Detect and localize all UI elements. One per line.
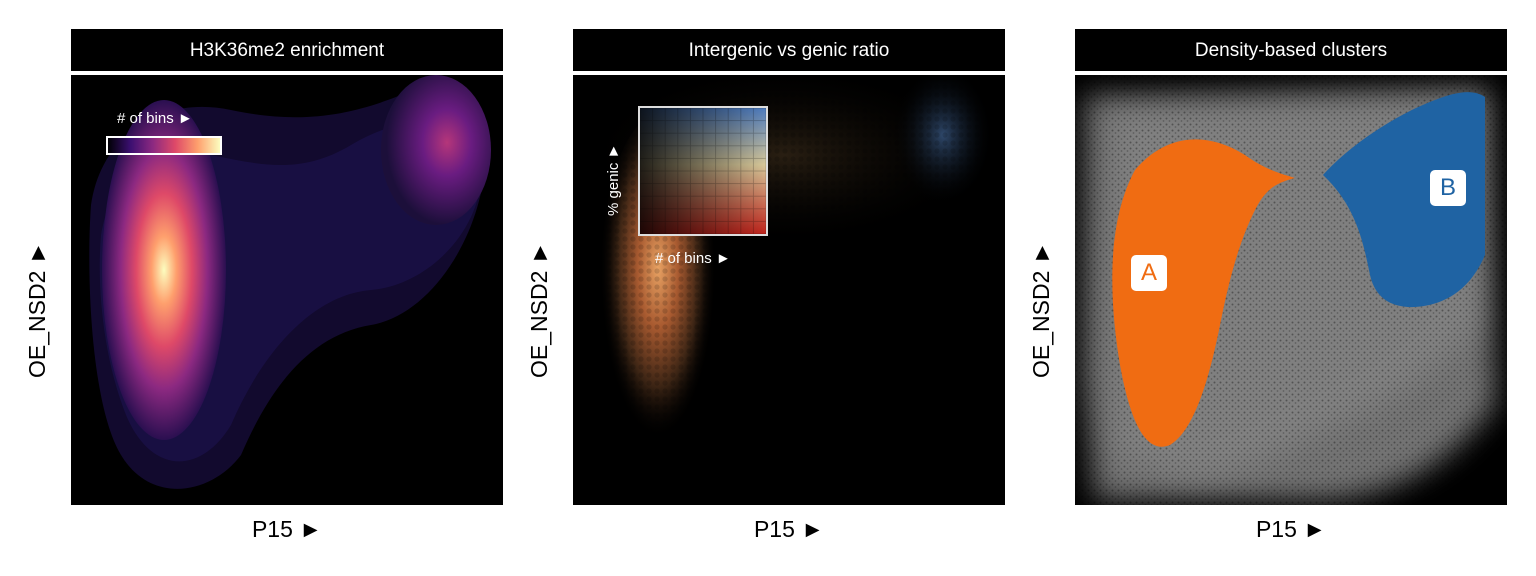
panel-title: H3K36me2 enrichment [71, 29, 503, 73]
cluster-label-a: A [1131, 255, 1167, 291]
legend-x-label: # of bins ► [655, 250, 731, 267]
x-axis-label-3: P15 ► [1255, 516, 1327, 542]
panel-title: Intergenic vs genic ratio [573, 29, 1005, 73]
y-axis-label-1: OE_NSD2 ► [24, 241, 50, 378]
bivariate-grid [640, 108, 766, 234]
colorbar [106, 136, 222, 155]
y-axis-label-3: OE_NSD2 ► [1028, 241, 1054, 378]
legend-y-label: % genic ► [605, 143, 622, 216]
density-contours [89, 75, 491, 489]
cluster-scatter [1075, 75, 1507, 505]
panel-enrichment: H3K36me2 enrichment [71, 29, 503, 505]
panel-ratio: Intergenic vs genic ratio [573, 29, 1005, 505]
bivariate-legend [638, 106, 768, 236]
legend-label: # of bins ► [117, 110, 193, 127]
cluster-label-b: B [1430, 170, 1466, 206]
cluster-a-region [1112, 139, 1295, 447]
panel-title: Density-based clusters [1075, 29, 1507, 73]
panel-clusters: Density-based clusters A B [1075, 29, 1507, 505]
y-axis-label-2: OE_NSD2 ► [526, 241, 552, 378]
cluster-b-region [1323, 92, 1485, 308]
x-axis-label-1: P15 ► [251, 516, 323, 542]
x-axis-label-2: P15 ► [753, 516, 825, 542]
density-plot [71, 75, 503, 505]
